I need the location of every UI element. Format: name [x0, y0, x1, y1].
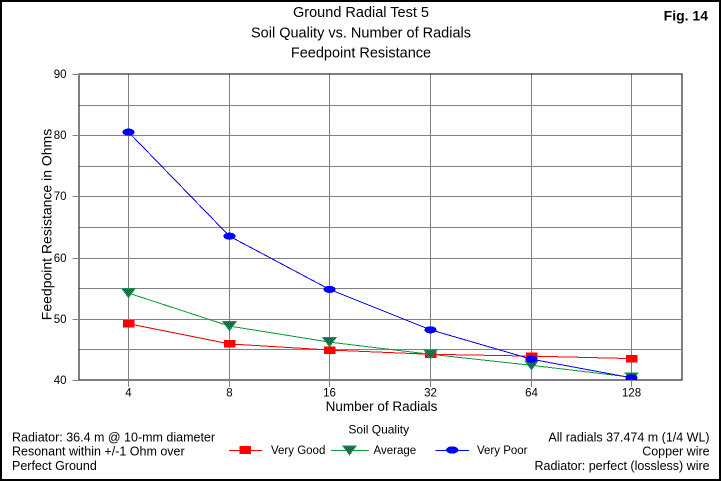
svg-text:Fig. 14: Fig. 14	[664, 7, 709, 23]
svg-text:Soil Quality: Soil Quality	[348, 423, 409, 437]
svg-text:32: 32	[424, 388, 437, 400]
svg-text:50: 50	[54, 314, 67, 326]
svg-text:Feedpoint Resistance in Ohms: Feedpoint Resistance in Ohms	[39, 129, 55, 320]
svg-text:Resonant within +/-1 Ohm over: Resonant within +/-1 Ohm over	[12, 445, 185, 459]
svg-text:90: 90	[54, 69, 67, 81]
svg-text:Soil Quality vs. Number of Rad: Soil Quality vs. Number of Radials	[251, 26, 471, 42]
svg-text:40: 40	[54, 375, 67, 387]
svg-text:64: 64	[525, 388, 538, 400]
svg-text:70: 70	[54, 191, 67, 203]
svg-text:Copper wire: Copper wire	[642, 445, 709, 459]
svg-text:Average: Average	[374, 445, 417, 457]
svg-text:16: 16	[323, 388, 336, 400]
svg-text:Ground Radial Test 5: Ground Radial Test 5	[293, 5, 429, 21]
svg-text:Very Poor: Very Poor	[477, 445, 528, 457]
svg-text:Feedpoint Resistance: Feedpoint Resistance	[291, 46, 431, 62]
svg-text:All radials 37.474 m (1/4 WL): All radials 37.474 m (1/4 WL)	[548, 430, 709, 444]
svg-text:128: 128	[622, 388, 641, 400]
svg-text:60: 60	[54, 253, 67, 265]
svg-text:Very Good: Very Good	[271, 445, 325, 457]
svg-text:4: 4	[125, 388, 132, 400]
svg-text:Radiator: 36.4 m @ 10-mm diame: Radiator: 36.4 m @ 10-mm diameter	[12, 430, 215, 444]
svg-text:8: 8	[226, 388, 232, 400]
svg-text:Number of Radials: Number of Radials	[326, 399, 438, 414]
svg-text:80: 80	[54, 130, 67, 142]
svg-text:Radiator: perfect (lossless) w: Radiator: perfect (lossless) wire	[535, 459, 710, 473]
svg-text:Perfect Ground: Perfect Ground	[12, 459, 97, 473]
